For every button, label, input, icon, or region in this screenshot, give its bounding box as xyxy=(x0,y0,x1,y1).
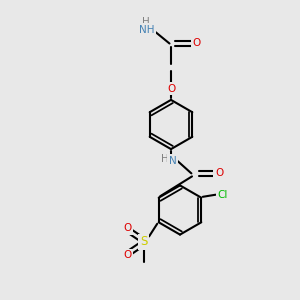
Text: N: N xyxy=(169,155,176,166)
Text: H: H xyxy=(142,16,149,27)
Text: H: H xyxy=(160,154,168,164)
Text: O: O xyxy=(123,223,131,233)
Text: O: O xyxy=(167,83,175,94)
Text: O: O xyxy=(215,168,223,178)
Text: NH: NH xyxy=(139,25,155,35)
Text: S: S xyxy=(140,235,147,248)
Text: O: O xyxy=(192,38,201,49)
Text: O: O xyxy=(123,250,131,260)
Text: Cl: Cl xyxy=(217,190,227,200)
